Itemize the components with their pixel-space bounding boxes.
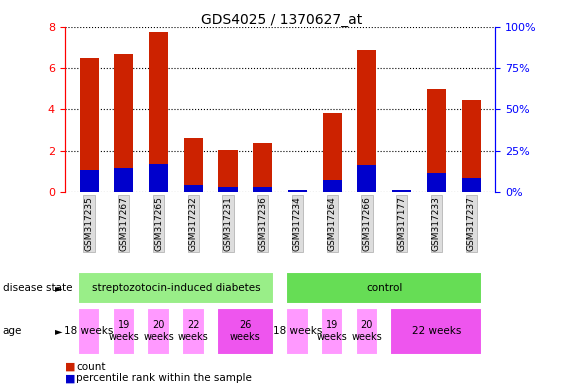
Bar xyxy=(78,273,274,303)
Text: ►: ► xyxy=(55,326,62,336)
Text: GSM317265: GSM317265 xyxy=(154,196,163,251)
Text: control: control xyxy=(366,283,403,293)
Text: streptozotocin-induced diabetes: streptozotocin-induced diabetes xyxy=(92,283,260,293)
Bar xyxy=(79,170,99,192)
Text: percentile rank within the sample: percentile rank within the sample xyxy=(76,373,252,383)
Bar xyxy=(182,308,204,354)
Text: 20
weeks: 20 weeks xyxy=(143,320,174,342)
Bar xyxy=(323,180,342,192)
Text: ■: ■ xyxy=(65,373,75,383)
Bar xyxy=(78,308,100,354)
Text: 18 weeks: 18 weeks xyxy=(64,326,114,336)
Bar xyxy=(149,32,168,192)
Bar xyxy=(358,165,377,192)
Bar xyxy=(462,100,481,192)
Bar xyxy=(184,138,203,192)
Bar xyxy=(113,308,135,354)
Bar xyxy=(114,54,133,192)
Text: GSM317232: GSM317232 xyxy=(189,196,198,251)
Bar xyxy=(253,144,272,192)
Text: count: count xyxy=(76,362,105,372)
Bar xyxy=(358,50,377,192)
Text: age: age xyxy=(3,326,22,336)
Text: GSM317267: GSM317267 xyxy=(119,196,128,251)
Text: GSM317177: GSM317177 xyxy=(397,196,406,251)
Text: disease state: disease state xyxy=(3,283,72,293)
Bar xyxy=(286,308,309,354)
Bar xyxy=(321,308,343,354)
Text: 20
weeks: 20 weeks xyxy=(351,320,382,342)
Text: 22
weeks: 22 weeks xyxy=(178,320,209,342)
Bar xyxy=(288,190,307,192)
Text: 26
weeks: 26 weeks xyxy=(230,320,261,342)
Text: ■: ■ xyxy=(65,362,75,372)
Bar xyxy=(217,308,274,354)
Bar xyxy=(149,164,168,192)
Bar xyxy=(184,185,203,192)
Text: 19
weeks: 19 weeks xyxy=(109,320,139,342)
Text: 18 weeks: 18 weeks xyxy=(272,326,322,336)
Bar xyxy=(356,308,378,354)
Bar xyxy=(392,190,411,192)
Text: 22 weeks: 22 weeks xyxy=(412,326,461,336)
Bar xyxy=(427,89,446,192)
Text: GSM317235: GSM317235 xyxy=(84,196,93,251)
Bar xyxy=(288,190,307,192)
Text: GSM317233: GSM317233 xyxy=(432,196,441,251)
Text: ►: ► xyxy=(55,283,62,293)
Text: GSM317266: GSM317266 xyxy=(363,196,372,251)
Text: GSM317237: GSM317237 xyxy=(467,196,476,251)
Text: GSM317231: GSM317231 xyxy=(224,196,233,251)
Bar xyxy=(286,273,482,303)
Text: GSM317236: GSM317236 xyxy=(258,196,267,251)
Bar xyxy=(392,190,411,192)
Bar xyxy=(390,308,482,354)
Bar xyxy=(114,168,133,192)
Bar xyxy=(148,308,170,354)
Bar xyxy=(79,58,99,192)
Bar xyxy=(218,150,238,192)
Bar xyxy=(323,113,342,192)
Text: GSM317234: GSM317234 xyxy=(293,196,302,251)
Text: GDS4025 / 1370627_at: GDS4025 / 1370627_at xyxy=(201,13,362,27)
Text: GSM317264: GSM317264 xyxy=(328,196,337,251)
Bar xyxy=(462,177,481,192)
Bar xyxy=(427,174,446,192)
Bar xyxy=(218,187,238,192)
Bar xyxy=(253,187,272,192)
Text: 19
weeks: 19 weeks xyxy=(317,320,347,342)
